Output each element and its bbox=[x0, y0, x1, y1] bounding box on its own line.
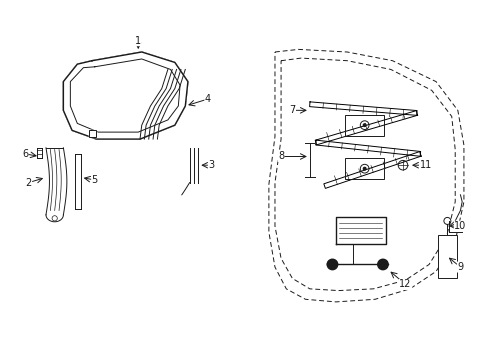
Circle shape bbox=[363, 167, 365, 170]
Text: 11: 11 bbox=[419, 160, 431, 170]
Circle shape bbox=[326, 259, 337, 270]
Bar bbox=[344, 158, 383, 179]
Text: 10: 10 bbox=[453, 221, 466, 231]
Polygon shape bbox=[309, 102, 416, 115]
Text: 5: 5 bbox=[91, 175, 98, 185]
Bar bbox=[437, 235, 456, 278]
Polygon shape bbox=[315, 111, 417, 145]
Polygon shape bbox=[63, 52, 187, 139]
Bar bbox=[344, 115, 383, 136]
Text: 1: 1 bbox=[135, 36, 141, 46]
Bar bbox=[344, 115, 383, 136]
Text: 6: 6 bbox=[22, 149, 28, 159]
Circle shape bbox=[363, 124, 365, 126]
Text: 8: 8 bbox=[278, 152, 284, 162]
Text: 4: 4 bbox=[204, 94, 210, 104]
Bar bbox=[88, 130, 96, 137]
Text: 7: 7 bbox=[289, 105, 295, 115]
Text: 3: 3 bbox=[208, 160, 214, 170]
Bar bbox=[88, 130, 96, 137]
Bar bbox=[344, 158, 383, 179]
Polygon shape bbox=[323, 152, 420, 188]
Polygon shape bbox=[335, 217, 385, 244]
Circle shape bbox=[377, 259, 387, 270]
Polygon shape bbox=[315, 140, 420, 156]
Text: 9: 9 bbox=[456, 262, 463, 272]
Text: 2: 2 bbox=[25, 177, 32, 188]
Text: 12: 12 bbox=[399, 279, 411, 289]
